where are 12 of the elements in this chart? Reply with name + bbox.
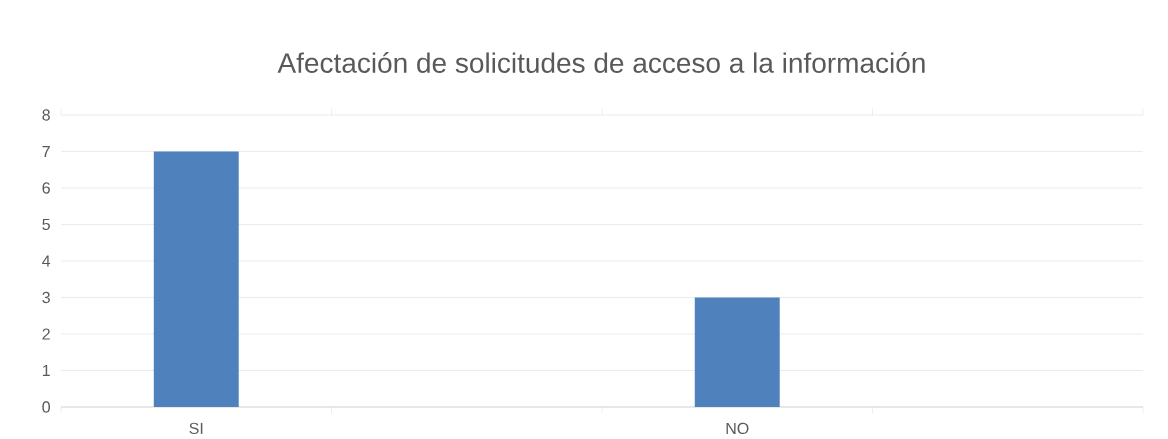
chart-title: Afectación de solicitudes de acceso a la información — [277, 52, 925, 74]
y-tick-label: 4 — [42, 255, 51, 267]
y-tick-label: 6 — [42, 182, 50, 194]
x-tick-label: SI — [189, 422, 203, 435]
y-tick-label: 5 — [42, 219, 50, 231]
y-tick-label: 3 — [42, 292, 50, 304]
y-tick-label: 7 — [42, 146, 50, 158]
y-tick-label: 0 — [42, 401, 50, 413]
x-tick-label: NO — [726, 422, 749, 435]
y-tick-label: 8 — [42, 109, 50, 121]
y-tick-label: 1 — [42, 365, 50, 377]
y-tick-label: 2 — [42, 328, 50, 340]
